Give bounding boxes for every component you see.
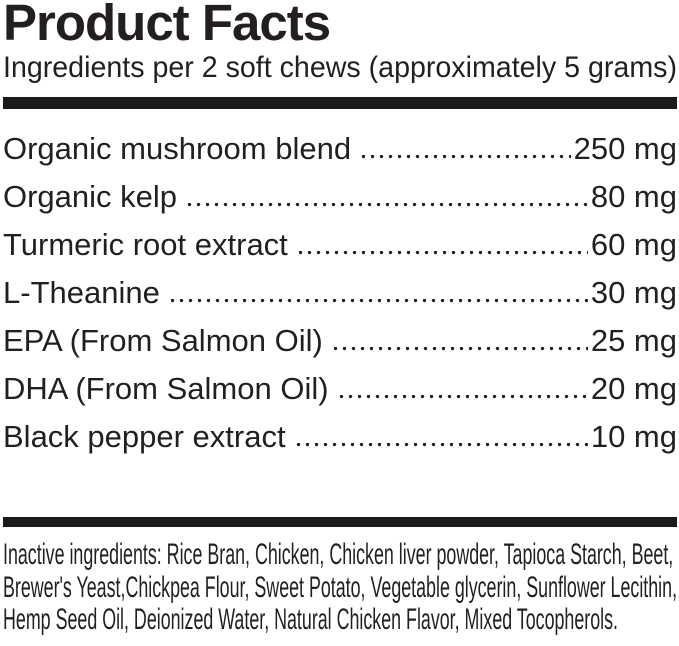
serving-info: Ingredients per 2 soft chews (approximat… [3,51,677,84]
inactive-ingredients-line: Inactive ingredients: Rice Bran, Chicken… [3,538,674,571]
ingredient-amount: 60 mg [590,227,677,262]
ingredient-amount: 30 mg [590,275,677,310]
ingredient-amount: 25 mg [590,323,677,358]
ingredient-row: Organic mushroom blend 250 mg [3,125,677,173]
divider-bar-top [3,97,677,109]
ingredient-amount: 250 mg [573,131,677,166]
ingredient-name: Organic kelp [3,179,178,214]
ingredient-name: Turmeric root extract [3,227,288,262]
ingredient-amount: 80 mg [590,179,677,214]
ingredient-name: L-Theanine [3,275,160,310]
ingredient-name: Organic mushroom blend [3,131,352,166]
dotted-leader [359,154,571,159]
ingredient-amount: 20 mg [590,371,677,406]
ingredient-list: Organic mushroom blend 250 mg Organic ke… [3,125,677,461]
ingredient-row: L-Theanine 30 mg [3,269,677,317]
inactive-ingredients: Inactive ingredients: Rice Bran, Chicken… [3,538,678,637]
dotted-leader [336,394,588,399]
page-title: Product Facts [3,0,331,51]
ingredient-row: DHA (From Salmon Oil) 20 mg [3,365,677,413]
ingredient-row: Organic kelp 80 mg [3,173,677,221]
inactive-ingredients-line: Hemp Seed Oil, Deionized Water, Natural … [3,603,618,636]
ingredient-name: EPA (From Salmon Oil) [3,323,323,358]
ingredient-amount: 10 mg [590,419,677,454]
dotted-leader [185,202,588,207]
ingredient-name: DHA (From Salmon Oil) [3,371,329,406]
dotted-leader [167,298,588,303]
dotted-leader [295,250,588,255]
divider-bar-bottom [3,517,677,527]
dotted-leader [293,442,588,447]
inactive-ingredients-line: Brewer's Yeast,Chickpea Flour, Sweet Pot… [3,570,678,604]
ingredient-row: Turmeric root extract 60 mg [3,221,677,269]
ingredient-row: Black pepper extract 10 mg [3,413,677,461]
ingredient-row: EPA (From Salmon Oil) 25 mg [3,317,677,365]
ingredient-name: Black pepper extract [3,419,286,454]
dotted-leader [330,346,588,351]
